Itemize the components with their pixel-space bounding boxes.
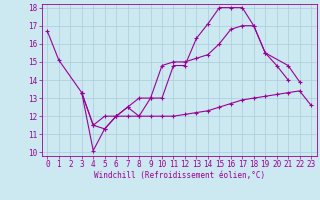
X-axis label: Windchill (Refroidissement éolien,°C): Windchill (Refroidissement éolien,°C)	[94, 171, 265, 180]
